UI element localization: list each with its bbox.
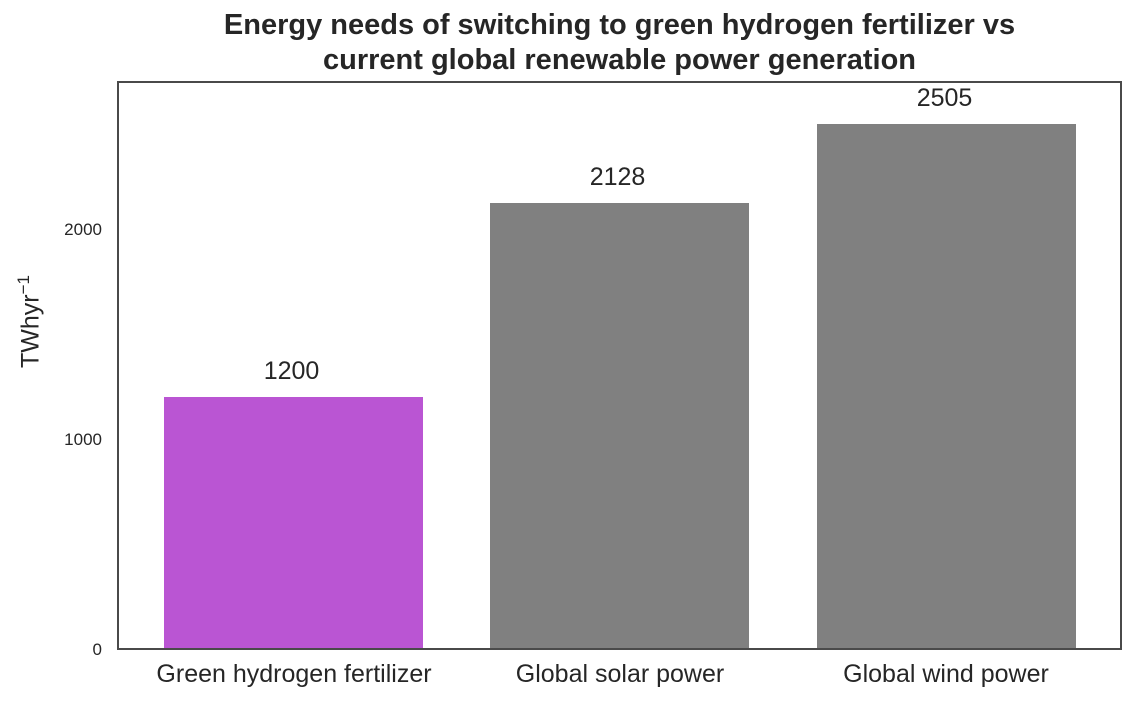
bar-value-label: 2505 [916, 83, 973, 112]
y-axis-label-text: TWhyr [16, 294, 45, 368]
chart-title: Energy needs of switching to green hydro… [117, 8, 1122, 78]
bar-global-solar-power [490, 202, 749, 648]
bar-value-label: 1200 [263, 356, 320, 385]
x-tick-global-wind-power: Global wind power [843, 660, 1049, 688]
bar-global-wind-power [817, 123, 1076, 648]
y-tick-0: 0 [92, 640, 102, 659]
title-line-1: Energy needs of switching to green hydro… [223, 9, 1016, 41]
title-line-2: current global renewable power generatio… [322, 44, 916, 76]
x-tick-green-hydrogen-fertilizer: Green hydrogen fertilizer [156, 660, 432, 688]
plot-area [117, 81, 1122, 650]
y-tick-1000: 1000 [64, 430, 102, 449]
y-axis-label-exponent: −1 [14, 275, 33, 295]
y-axis-label: TWhyr−1 [14, 275, 45, 368]
bar-green-hydrogen-fertilizer [164, 396, 423, 648]
y-tick-2000: 2000 [64, 220, 102, 239]
bar-value-label: 2128 [589, 162, 646, 191]
x-tick-global-solar-power: Global solar power [515, 660, 725, 688]
